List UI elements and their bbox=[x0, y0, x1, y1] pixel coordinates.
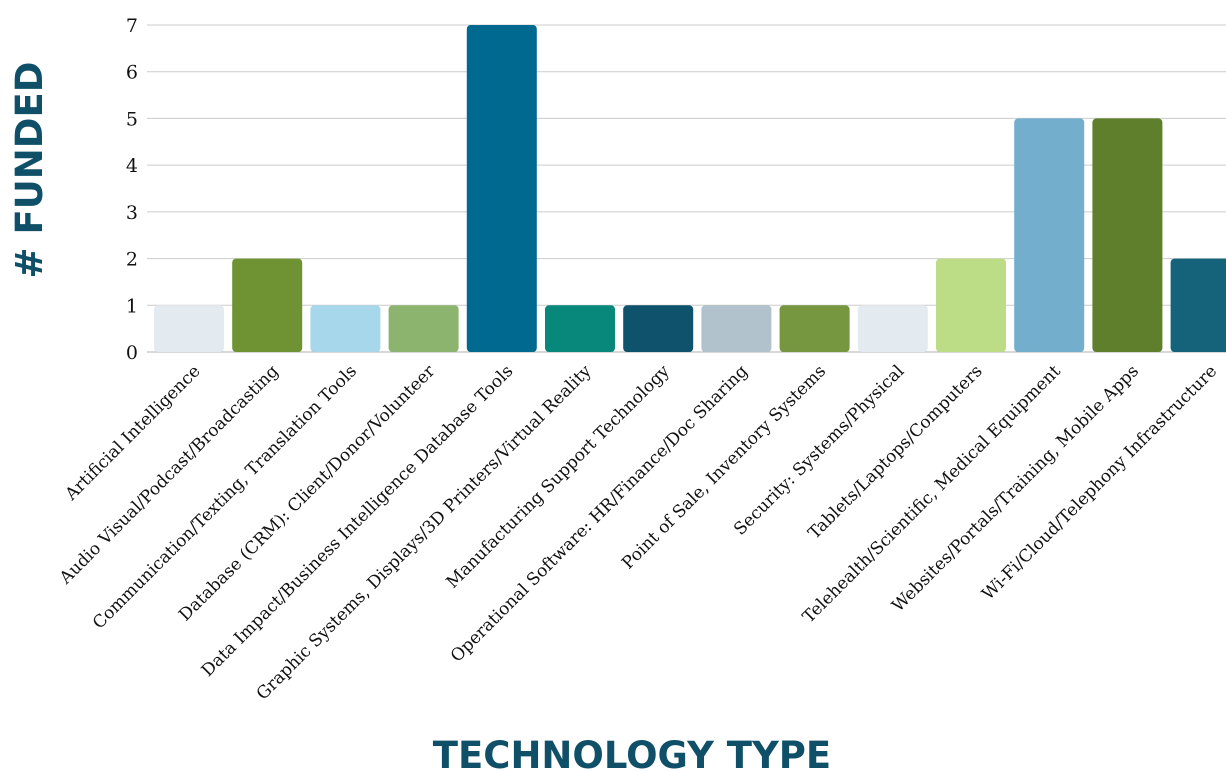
bar bbox=[310, 305, 381, 352]
bar bbox=[779, 305, 850, 352]
y-tick-label: 5 bbox=[126, 108, 138, 130]
bar bbox=[936, 258, 1006, 352]
category-label: Artificial Intelligence bbox=[61, 361, 205, 505]
y-tick-label: 7 bbox=[126, 15, 138, 37]
y-tick-labels: 0 1 2 3 4 5 6 7 bbox=[126, 15, 138, 364]
bar bbox=[623, 305, 694, 352]
y-tick-label: 6 bbox=[126, 62, 138, 84]
category-label: Communication/Texting, Translation Tools bbox=[89, 361, 361, 633]
category-label: Security: Systems/Physical bbox=[730, 361, 908, 539]
bar bbox=[466, 25, 537, 352]
bar bbox=[232, 258, 303, 352]
bar bbox=[388, 305, 459, 352]
x-axis-title: TECHNOLOGY TYPE bbox=[433, 734, 831, 771]
y-tick-label: 3 bbox=[126, 202, 138, 224]
bar bbox=[1014, 118, 1085, 352]
bar bbox=[1170, 258, 1226, 352]
bar bbox=[857, 305, 928, 352]
bars bbox=[154, 25, 1226, 352]
bar bbox=[545, 305, 615, 352]
category-label: Operational Software: HR/Finance/Doc Sha… bbox=[447, 361, 752, 666]
y-tick-label: 1 bbox=[126, 295, 138, 317]
y-tick-label: 2 bbox=[126, 249, 138, 271]
bar bbox=[701, 305, 772, 352]
bar bbox=[1092, 118, 1163, 352]
y-axis-title: # FUNDED bbox=[8, 62, 51, 279]
y-tick-label: 0 bbox=[126, 342, 138, 364]
y-tick-label: 4 bbox=[126, 155, 138, 177]
bar bbox=[154, 305, 224, 352]
